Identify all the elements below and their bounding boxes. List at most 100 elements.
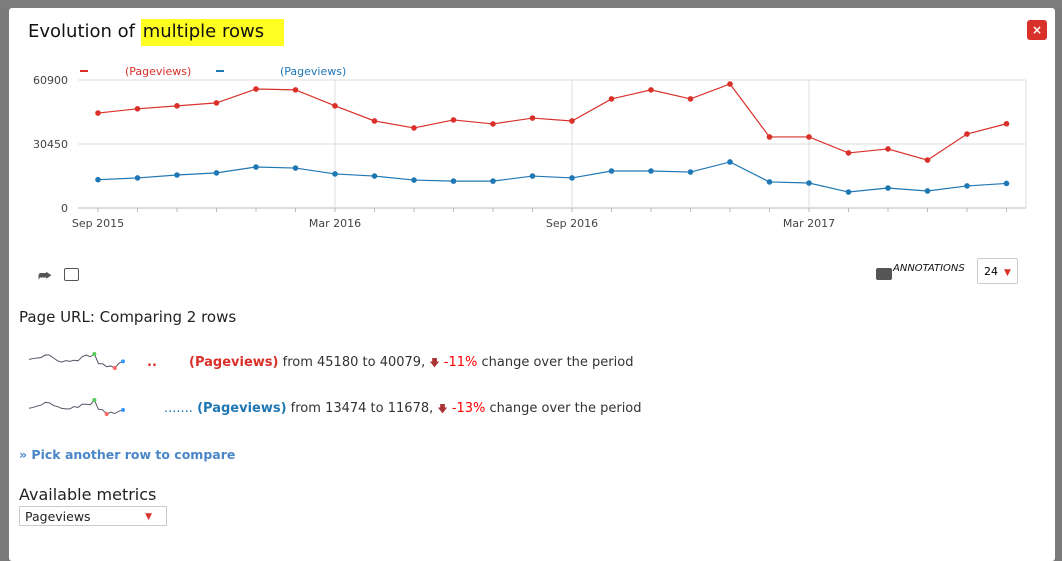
sparkline-row-1 bbox=[28, 352, 125, 370]
data-point[interactable] bbox=[332, 103, 338, 109]
data-point[interactable] bbox=[450, 178, 457, 184]
data-point[interactable] bbox=[924, 188, 931, 194]
data-point[interactable] bbox=[806, 180, 812, 186]
row-metric[interactable]: (Pageviews) bbox=[189, 355, 279, 370]
comparison-heading: Page URL: Comparing 2 rows bbox=[19, 308, 237, 326]
data-point[interactable] bbox=[253, 164, 259, 170]
data-point[interactable] bbox=[885, 146, 891, 152]
row-metric[interactable]: (Pageviews) bbox=[197, 401, 287, 416]
caret-down-icon: ▼ bbox=[145, 512, 152, 522]
data-point[interactable] bbox=[213, 100, 220, 106]
data-point[interactable] bbox=[766, 134, 773, 140]
data-point[interactable] bbox=[490, 121, 496, 127]
legend-label-series-2[interactable]: (Pageviews) bbox=[280, 65, 346, 78]
data-point[interactable] bbox=[174, 172, 180, 178]
periods-value: 24 bbox=[984, 265, 998, 278]
sparkline-max-marker bbox=[92, 398, 97, 402]
data-point[interactable] bbox=[371, 173, 378, 179]
data-point[interactable] bbox=[529, 173, 536, 179]
data-point[interactable] bbox=[134, 105, 141, 112]
data-point[interactable] bbox=[332, 171, 338, 177]
close-button[interactable]: × bbox=[1027, 20, 1047, 40]
to-value: 11678 bbox=[387, 401, 430, 416]
data-point[interactable] bbox=[450, 117, 457, 123]
data-point[interactable] bbox=[806, 134, 812, 140]
data-point[interactable] bbox=[411, 125, 417, 131]
chart-grid bbox=[78, 79, 1027, 212]
data-point[interactable] bbox=[964, 131, 970, 137]
data-point[interactable] bbox=[529, 115, 536, 121]
sparkline-min-marker bbox=[104, 412, 109, 416]
share-icon[interactable]: ⮫ bbox=[38, 267, 52, 285]
row-label[interactable]: .. bbox=[147, 355, 157, 370]
y-tick-label: 30450 bbox=[33, 138, 68, 151]
data-point[interactable] bbox=[964, 183, 970, 189]
annotations-label[interactable]: ANNOTATIONS bbox=[893, 263, 965, 274]
row-label[interactable]: ....... bbox=[164, 401, 193, 416]
chart-legend: (Pageviews) (Pageviews) bbox=[80, 65, 346, 78]
change-value: -13% bbox=[451, 401, 486, 416]
evolution-chart: (Pageviews) (Pageviews) 0 30450 60900 Sep … bbox=[33, 65, 1027, 230]
from-value: 13474 bbox=[325, 401, 367, 416]
annotations-icon[interactable] bbox=[876, 268, 892, 280]
title-highlight: multiple rows bbox=[140, 19, 285, 46]
data-point[interactable] bbox=[490, 178, 496, 184]
data-point[interactable] bbox=[687, 96, 694, 102]
data-point[interactable] bbox=[687, 169, 694, 175]
x-tick-label: Sep 2015 bbox=[72, 217, 124, 230]
data-point[interactable] bbox=[727, 159, 733, 165]
arrow-down-icon: 🡇 bbox=[437, 404, 448, 415]
background-table bbox=[0, 0, 1062, 8]
x-tick-label: Mar 2017 bbox=[783, 217, 835, 230]
data-point[interactable] bbox=[1003, 180, 1010, 187]
comparison-row-2: ....... (Pageviews) from 13474 to 11678,… bbox=[164, 401, 642, 416]
data-point[interactable] bbox=[569, 175, 575, 181]
sparkline-last-marker bbox=[121, 359, 125, 364]
sparkline-last-marker bbox=[121, 408, 125, 413]
series-line-2 bbox=[97, 161, 1007, 193]
data-point[interactable] bbox=[371, 118, 378, 124]
sparkline-path bbox=[28, 399, 124, 415]
data-point[interactable] bbox=[648, 87, 654, 93]
legend-label-series-1[interactable]: (Pageviews) bbox=[125, 65, 191, 78]
data-point[interactable] bbox=[845, 189, 852, 195]
to-value: 40079 bbox=[379, 355, 422, 370]
data-point[interactable] bbox=[727, 81, 733, 87]
sparkline-path bbox=[28, 353, 124, 369]
data-point[interactable] bbox=[766, 179, 773, 185]
x-tick-label: Sep 2016 bbox=[546, 217, 598, 230]
data-point[interactable] bbox=[253, 86, 259, 92]
data-point[interactable] bbox=[411, 177, 417, 183]
data-point[interactable] bbox=[648, 168, 654, 174]
pick-another-row-link[interactable]: » Pick another row to compare bbox=[19, 447, 236, 462]
title-prefix: Evolution of bbox=[28, 21, 141, 42]
image-icon[interactable] bbox=[64, 268, 79, 281]
dialog-title: Evolution of multiple rows bbox=[28, 19, 285, 46]
data-point[interactable] bbox=[885, 185, 891, 191]
metric-selected: Pageviews bbox=[25, 509, 91, 524]
x-tick-label: Mar 2016 bbox=[309, 217, 361, 230]
data-point[interactable] bbox=[95, 110, 101, 116]
data-point[interactable] bbox=[213, 170, 220, 176]
periods-select[interactable]: 24 ▼ bbox=[977, 258, 1018, 284]
data-point[interactable] bbox=[174, 103, 180, 109]
sparkline-row-2 bbox=[28, 398, 125, 416]
metric-select[interactable]: Pageviews ▼ bbox=[19, 506, 167, 526]
data-point[interactable] bbox=[608, 96, 615, 102]
data-point[interactable] bbox=[95, 176, 101, 183]
data-point[interactable] bbox=[292, 165, 299, 171]
change-value: -11% bbox=[443, 355, 478, 370]
data-point[interactable] bbox=[292, 87, 299, 93]
data-point[interactable] bbox=[569, 118, 575, 124]
data-point[interactable] bbox=[134, 175, 141, 181]
data-point[interactable] bbox=[608, 168, 615, 174]
data-point[interactable] bbox=[924, 157, 931, 163]
y-tick-label: 0 bbox=[61, 202, 68, 215]
data-point[interactable] bbox=[1003, 120, 1010, 127]
caret-down-icon: ▼ bbox=[1004, 268, 1011, 278]
data-point[interactable] bbox=[845, 150, 852, 156]
y-tick-label: 60900 bbox=[33, 74, 68, 87]
sparkline-min-marker bbox=[112, 366, 117, 370]
series-line-1 bbox=[97, 83, 1007, 161]
arrow-down-icon: 🡇 bbox=[429, 358, 440, 369]
